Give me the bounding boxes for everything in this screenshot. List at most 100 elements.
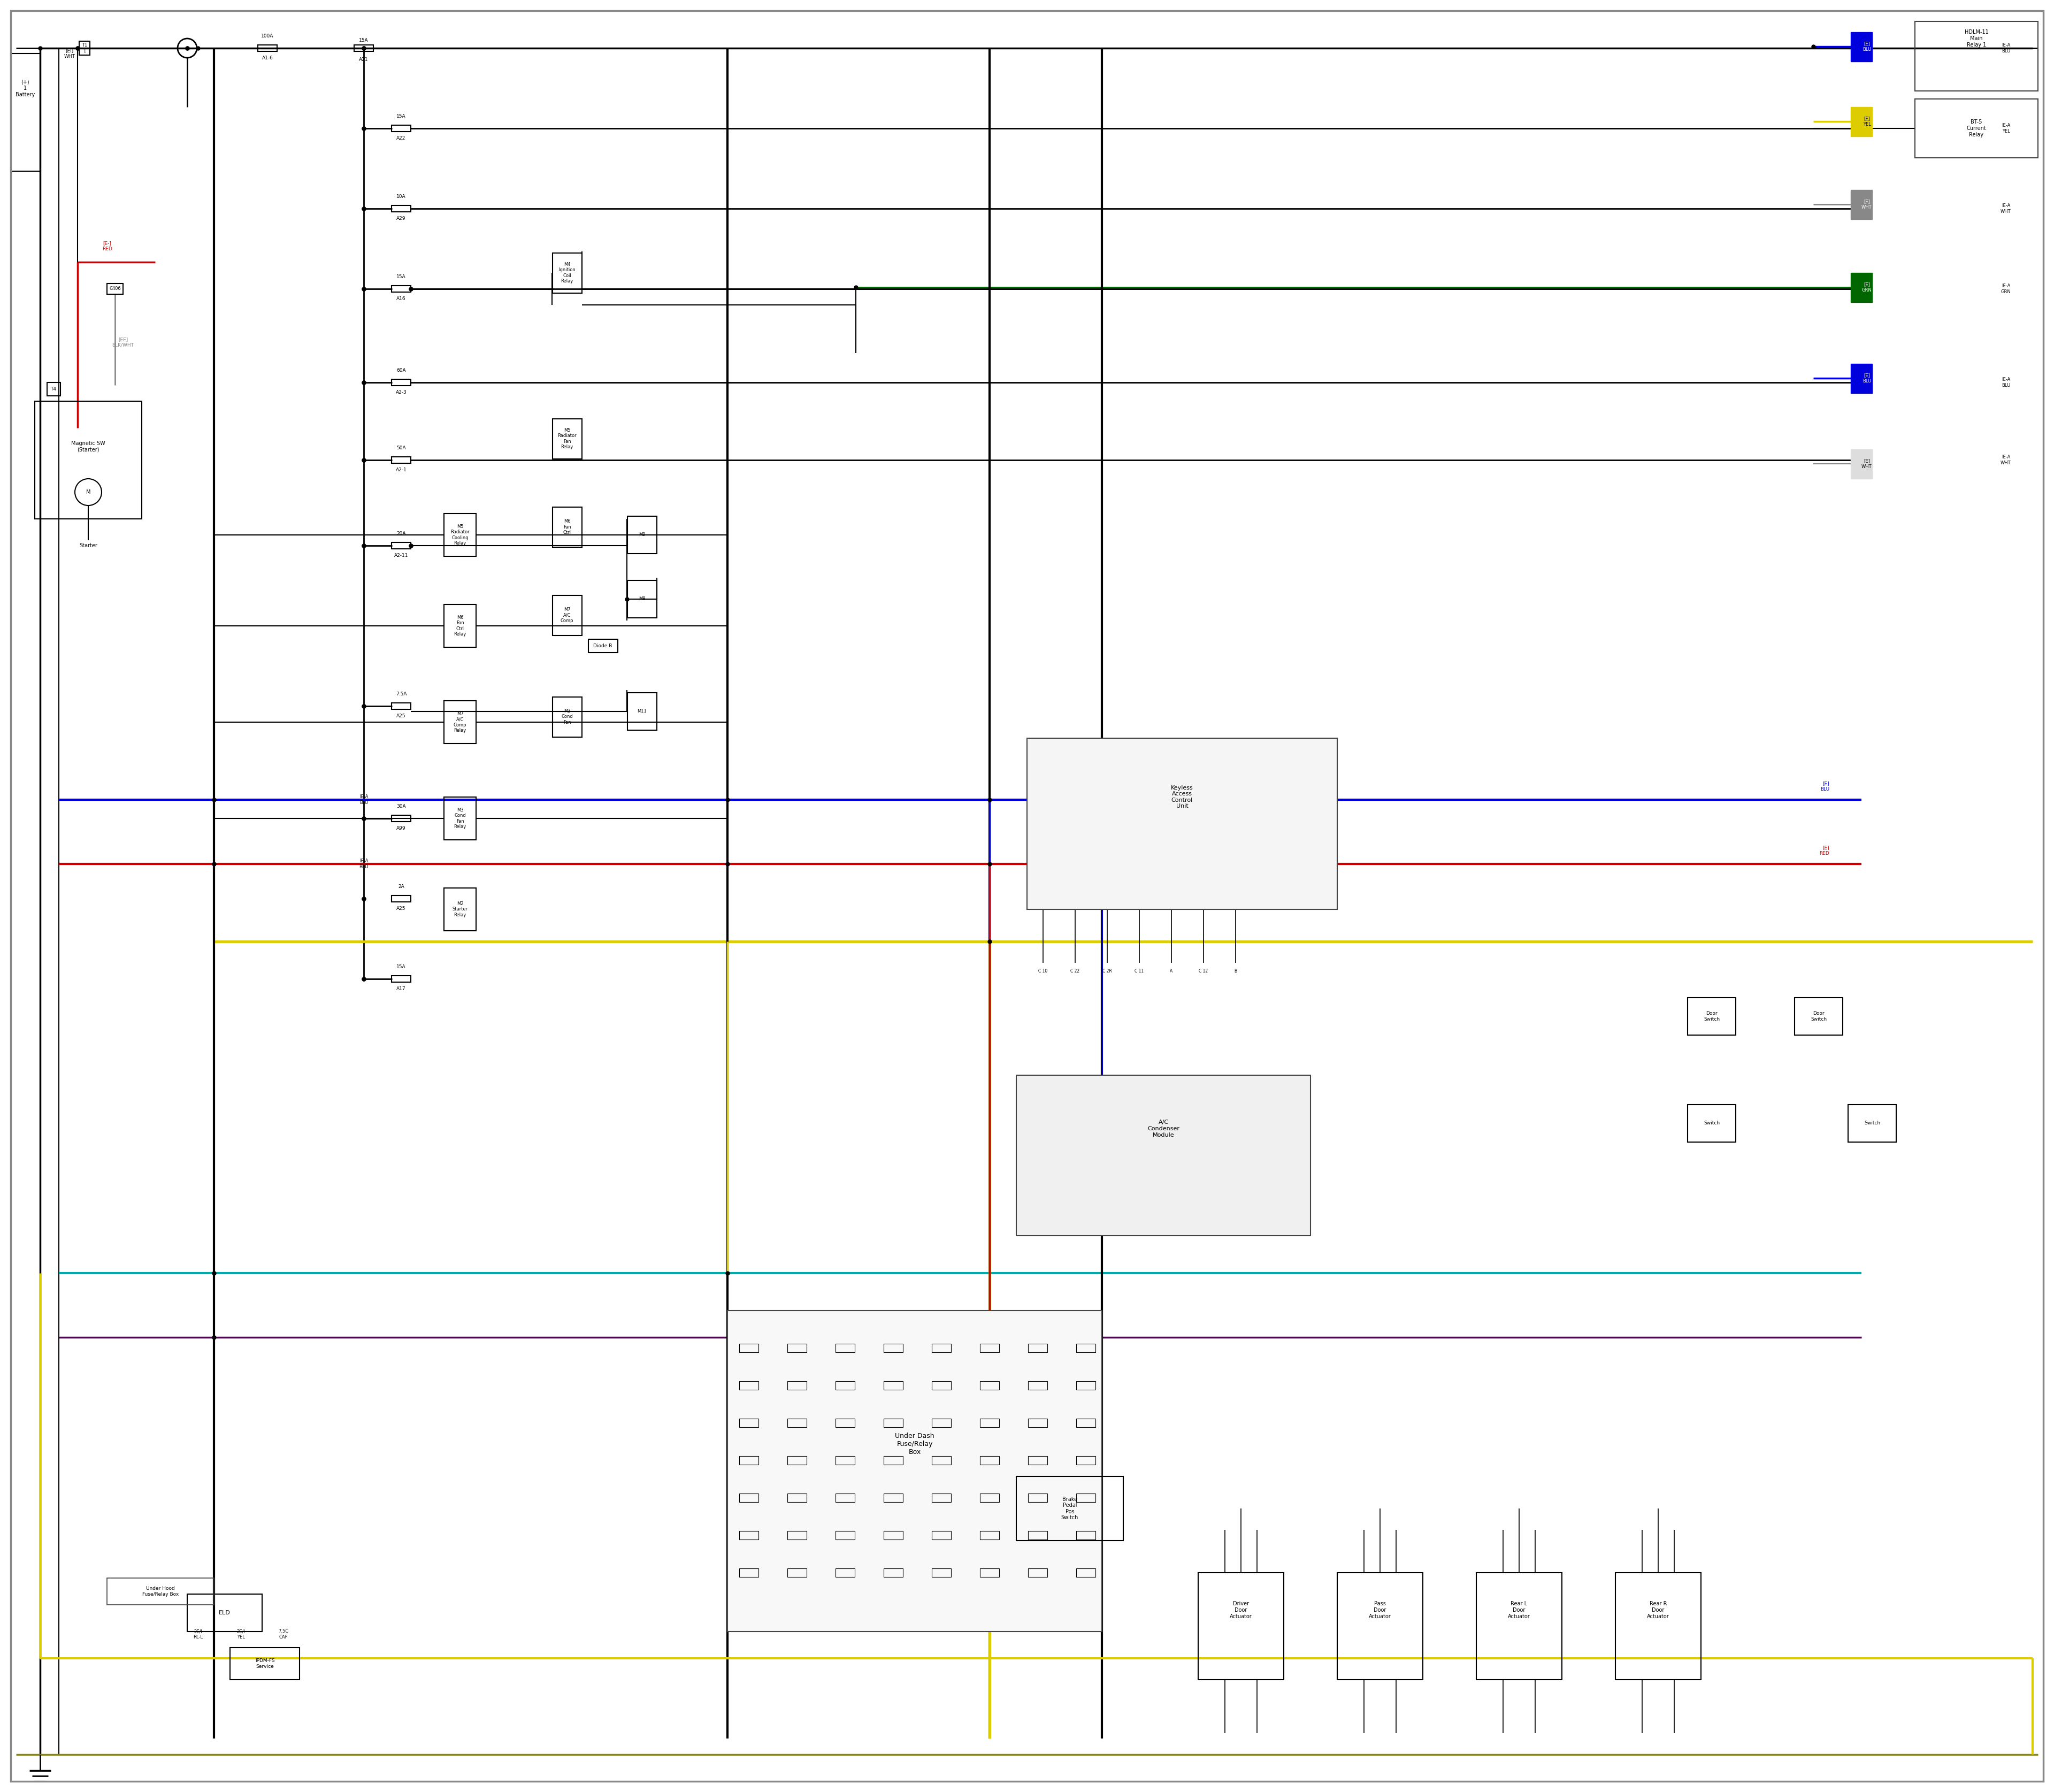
Text: 2E/I
RL-L: 2E/I RL-L (193, 1629, 203, 1640)
Bar (980, 1457, 998, 1464)
Text: [E]
BLU: [E] BLU (1863, 373, 1871, 383)
Text: 60A: 60A (396, 367, 407, 373)
Bar (444, 889, 477, 930)
Bar (553, 697, 581, 737)
Text: Diode B: Diode B (594, 643, 612, 649)
Bar (392, 896, 411, 901)
Bar (739, 1457, 758, 1464)
Bar (1851, 450, 1871, 478)
Bar (392, 815, 411, 823)
Bar (933, 1457, 951, 1464)
Bar (933, 1419, 951, 1426)
Bar (883, 1344, 904, 1353)
Bar (1029, 1530, 1048, 1539)
Bar (1029, 1493, 1048, 1502)
Bar (107, 283, 123, 294)
Bar (787, 1530, 807, 1539)
Bar (883, 1568, 904, 1577)
Text: 15A: 15A (359, 38, 368, 43)
Text: A17: A17 (396, 986, 407, 991)
Text: C 11: C 11 (1134, 968, 1144, 973)
Bar (1851, 32, 1871, 61)
Text: [E]
YEL: [E] YEL (1863, 116, 1871, 127)
Bar (392, 975, 411, 982)
Bar (1795, 998, 1842, 1036)
Text: A: A (1171, 968, 1173, 973)
Bar (787, 1568, 807, 1577)
Bar (230, 1647, 300, 1679)
Bar (980, 1568, 998, 1577)
Text: Door
Switch: Door Switch (1810, 1011, 1826, 1021)
Bar (392, 380, 411, 385)
Text: [E]
BLU: [E] BLU (1863, 41, 1871, 52)
Text: T1
1: T1 1 (82, 43, 86, 54)
Bar (883, 1530, 904, 1539)
Bar (1337, 1573, 1423, 1679)
Bar (1076, 1419, 1095, 1426)
Text: BT-5
Current
Relay: BT-5 Current Relay (1966, 120, 1986, 138)
Text: Door
Switch: Door Switch (1703, 1011, 1719, 1021)
Bar (1076, 1530, 1095, 1539)
Text: ELD: ELD (220, 1611, 230, 1615)
Bar (739, 1344, 758, 1353)
Bar (739, 1419, 758, 1426)
Text: T4: T4 (51, 387, 55, 391)
Bar (980, 1419, 998, 1426)
Bar (836, 1530, 854, 1539)
Bar (980, 1493, 998, 1502)
Bar (392, 125, 411, 131)
Text: HDLM-11
Main
Relay 1: HDLM-11 Main Relay 1 (1964, 30, 1988, 47)
Text: A2-1: A2-1 (396, 468, 407, 473)
Text: A25: A25 (396, 907, 407, 910)
Text: M2
Starter
Relay: M2 Starter Relay (452, 901, 468, 918)
Text: 100A: 100A (261, 34, 273, 38)
Bar (1076, 1457, 1095, 1464)
Text: M5
Radiator
Fan
Relay: M5 Radiator Fan Relay (557, 428, 577, 450)
Text: M4
Ignition
Coil
Relay: M4 Ignition Coil Relay (559, 262, 575, 283)
Bar (392, 285, 411, 292)
Bar (1029, 1344, 1048, 1353)
Text: Magnetic SW
(Starter): Magnetic SW (Starter) (72, 441, 105, 452)
Text: IE-A
GRN: IE-A GRN (2001, 283, 2011, 294)
Bar (739, 1568, 758, 1577)
Bar (1688, 1104, 1736, 1142)
Text: C406: C406 (109, 287, 121, 292)
Bar (392, 206, 411, 211)
Text: Rear L
Door
Actuator: Rear L Door Actuator (1508, 1602, 1530, 1618)
Text: 7.5A: 7.5A (396, 692, 407, 697)
Text: A25: A25 (396, 713, 407, 719)
Text: (+)
1
Battery: (+) 1 Battery (16, 79, 35, 97)
Bar (933, 1493, 951, 1502)
Text: 15A: 15A (396, 115, 407, 118)
Text: M9: M9 (639, 532, 645, 538)
Bar (836, 1419, 854, 1426)
Text: Under Hood
Fuse/Relay Box: Under Hood Fuse/Relay Box (142, 1586, 179, 1597)
Bar (35, 401, 142, 520)
Text: A2-11: A2-11 (394, 554, 409, 557)
Bar (444, 604, 477, 647)
Bar (1849, 1104, 1896, 1142)
Bar (883, 1382, 904, 1391)
Text: IE-A
RED: IE-A RED (359, 858, 368, 869)
Text: IE-A
YEL: IE-A YEL (2001, 124, 2011, 134)
Text: 20A: 20A (396, 530, 407, 536)
Bar (626, 694, 657, 729)
Text: C 22: C 22 (1070, 968, 1080, 973)
Text: 15A: 15A (396, 274, 407, 280)
Text: M7
A/C
Comp: M7 A/C Comp (561, 607, 573, 624)
Bar (259, 45, 277, 52)
Text: Driver
Door
Actuator: Driver Door Actuator (1230, 1602, 1253, 1618)
Bar (553, 507, 581, 547)
Text: [E]
RED: [E] RED (1820, 846, 1830, 857)
Bar (933, 1530, 951, 1539)
Text: Pass
Door
Actuator: Pass Door Actuator (1368, 1602, 1391, 1618)
Text: M5
Radiator
Cooling
Relay: M5 Radiator Cooling Relay (450, 525, 470, 547)
Bar (1688, 998, 1736, 1036)
Bar (187, 1595, 263, 1631)
Text: A21: A21 (359, 57, 368, 63)
Bar (1029, 1382, 1048, 1391)
Bar (1076, 1568, 1095, 1577)
Text: B: B (1234, 968, 1237, 973)
Bar (1851, 108, 1871, 136)
Text: C 12: C 12 (1200, 968, 1208, 973)
